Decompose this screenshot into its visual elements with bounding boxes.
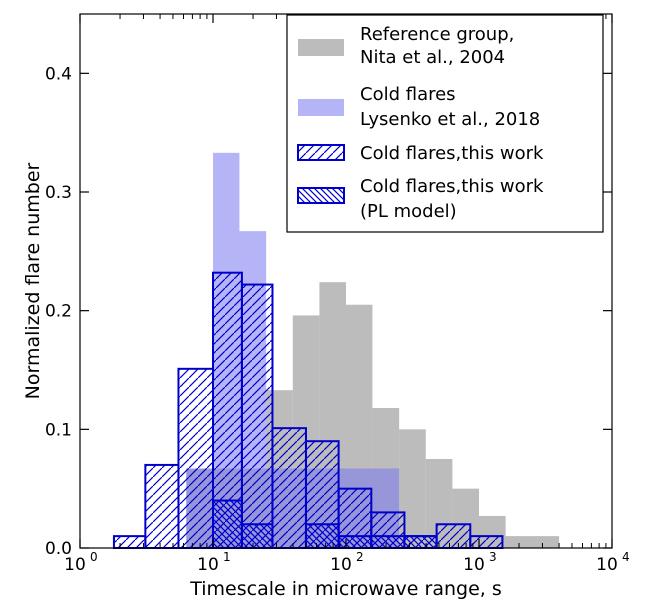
y-tick-label-1: 0.1 [45, 420, 72, 440]
legend-label-1-0: Cold flares [360, 84, 456, 105]
x-axis-title: Timescale in microwave range, s [189, 578, 502, 600]
bars-layer [112, 152, 560, 550]
legend-swatch-0 [298, 39, 344, 56]
legend-label-0-1: Nita et al., 2004 [360, 47, 505, 68]
legend-label-0-0: Reference group, [360, 24, 514, 45]
legend-label-3-0: Cold flares,this work [360, 176, 544, 197]
x-tick-exponent-4: 4 [622, 550, 630, 564]
x-tick-exponent-2: 2 [356, 550, 364, 564]
bar-s3-2 [304, 523, 340, 549]
legend: Reference group,Nita et al., 2004 Cold fl… [286, 14, 604, 233]
bar-s2-11 [469, 535, 504, 550]
bar-s0-12 [505, 536, 560, 548]
bar-s3-1 [240, 523, 274, 549]
bar-s2-2 [177, 367, 214, 549]
y-tick-label-3: 0.3 [45, 183, 72, 203]
bar-s2-1 [144, 463, 180, 549]
bar-s2-5 [271, 427, 307, 549]
y-axis-title: Normalized flare number [22, 162, 44, 399]
x-tick-label-3: 10 [463, 555, 485, 575]
legend-label-1-1: Lysenko et al., 2018 [360, 109, 540, 130]
x-tick-label-4: 10 [596, 555, 618, 575]
y-tick-label-2: 0.2 [45, 302, 72, 322]
x-tick-label-1: 10 [197, 555, 219, 575]
x-tick-exponent-0: 0 [90, 550, 98, 564]
bar-s3-0 [212, 499, 243, 549]
x-tick-label-0: 10 [64, 555, 86, 575]
y-tick-label-0: 0.0 [45, 539, 72, 559]
x-tick-exponent-1: 1 [223, 550, 231, 564]
legend-swatch-3 [297, 187, 345, 204]
legend-label-3-1: (PL model) [360, 201, 457, 222]
bar-s2-10 [435, 523, 472, 549]
legend-label-2-0: Cold flares,this work [360, 143, 544, 164]
bar-s2-0 [112, 535, 147, 550]
legend-swatch-1 [298, 99, 344, 116]
x-tick-exponent-3: 3 [489, 550, 497, 564]
bar-s3-4 [370, 535, 406, 550]
legend-swatch-2 [297, 144, 345, 161]
y-tick-label-4: 0.4 [45, 64, 72, 84]
axis-ticks: 10 0 10 1 10 2 10 3 10 4 0.0 0.1 0.2 0.3 0.4 [45, 14, 630, 575]
x-tick-label-2: 10 [330, 555, 352, 575]
series-3 [212, 499, 438, 550]
bar-s2-4 [240, 283, 274, 549]
bar-s3-3 [337, 535, 373, 550]
